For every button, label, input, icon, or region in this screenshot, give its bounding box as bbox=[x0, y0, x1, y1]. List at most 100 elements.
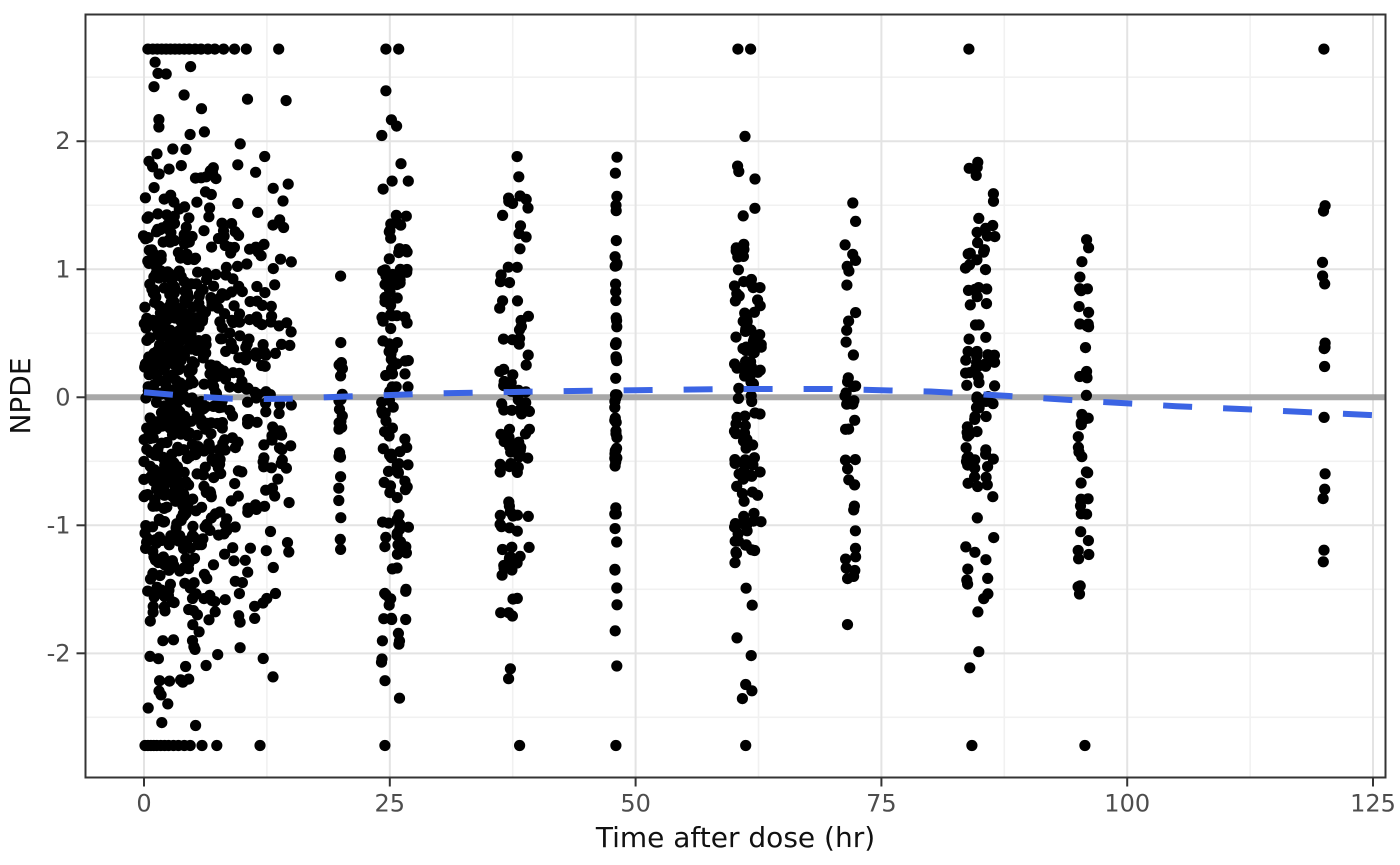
scatter-point bbox=[147, 432, 159, 444]
scatter-point bbox=[1073, 553, 1085, 565]
scatter-point bbox=[611, 582, 623, 594]
scatter-point bbox=[610, 372, 622, 384]
scatter-point bbox=[265, 462, 277, 474]
scatter-point bbox=[391, 562, 403, 574]
scatter-point-clipped-top bbox=[240, 43, 252, 55]
scatter-point bbox=[160, 68, 172, 80]
scatter-point bbox=[610, 338, 622, 350]
scatter-point bbox=[216, 217, 228, 229]
y-tick-label: -2 bbox=[47, 639, 71, 667]
scatter-point bbox=[839, 454, 852, 466]
scatter-point bbox=[979, 264, 992, 276]
scatter-point bbox=[513, 436, 525, 448]
scatter-point bbox=[504, 663, 516, 675]
scatter-point bbox=[850, 380, 862, 392]
scatter-point bbox=[172, 247, 184, 259]
scatter-point bbox=[1080, 389, 1092, 401]
scatter-point bbox=[285, 326, 297, 338]
scatter-point bbox=[195, 172, 207, 184]
scatter-point bbox=[284, 339, 296, 351]
scatter-point bbox=[274, 428, 286, 441]
scatter-point bbox=[163, 539, 175, 551]
scatter-point bbox=[172, 334, 185, 346]
scatter-point bbox=[980, 298, 993, 310]
scatter-point bbox=[272, 473, 284, 485]
scatter-point bbox=[139, 192, 151, 204]
scatter-point bbox=[255, 250, 267, 262]
scatter-point bbox=[841, 324, 853, 336]
scatter-point bbox=[162, 698, 174, 710]
scatter-point bbox=[496, 543, 509, 556]
scatter-point bbox=[496, 569, 508, 581]
scatter-point bbox=[152, 67, 164, 79]
scatter-point bbox=[165, 227, 177, 239]
scatter-point bbox=[841, 279, 853, 291]
scatter-point bbox=[980, 358, 992, 370]
scatter-point bbox=[847, 349, 860, 361]
scatter-point bbox=[189, 643, 201, 656]
scatter-point bbox=[183, 673, 195, 685]
scatter-point bbox=[1319, 337, 1331, 349]
scatter-point bbox=[401, 441, 413, 453]
scatter-point bbox=[249, 502, 261, 514]
scatter-point bbox=[333, 482, 345, 494]
scatter-point bbox=[842, 372, 854, 384]
scatter-point bbox=[144, 650, 156, 663]
scatter-point bbox=[383, 517, 395, 529]
y-tick-label: 2 bbox=[55, 127, 70, 155]
scatter-point bbox=[183, 212, 195, 224]
scatter-point bbox=[1081, 283, 1093, 295]
scatter-point bbox=[520, 397, 532, 409]
scatter-point bbox=[841, 260, 853, 272]
scatter-point bbox=[609, 251, 621, 263]
scatter-point bbox=[148, 182, 160, 194]
scatter-point bbox=[168, 217, 180, 229]
scatter-point bbox=[728, 280, 741, 292]
scatter-point bbox=[391, 513, 403, 525]
scatter-point bbox=[260, 349, 272, 361]
scatter-point bbox=[167, 634, 180, 646]
scatter-point bbox=[384, 593, 396, 605]
scatter-point-clipped-bottom bbox=[1079, 739, 1091, 752]
scatter-point bbox=[212, 649, 224, 661]
scatter-point bbox=[380, 531, 392, 544]
scatter-point bbox=[732, 160, 744, 172]
scatter-point bbox=[153, 114, 165, 126]
scatter-point bbox=[522, 202, 534, 214]
scatter-point bbox=[219, 444, 231, 456]
scatter-point bbox=[258, 238, 270, 250]
scatter-point bbox=[746, 685, 758, 697]
scatter-point bbox=[399, 475, 411, 487]
scatter-point bbox=[973, 646, 985, 658]
scatter-point bbox=[200, 267, 212, 279]
scatter-point bbox=[755, 338, 767, 351]
scatter-point bbox=[285, 440, 297, 452]
scatter-point bbox=[732, 264, 745, 276]
scatter-point bbox=[402, 175, 414, 187]
scatter-point bbox=[163, 268, 176, 280]
scatter-point bbox=[1081, 365, 1093, 378]
scatter-point bbox=[1076, 256, 1088, 268]
scatter-point bbox=[611, 599, 623, 611]
scatter-point bbox=[382, 296, 394, 308]
scatter-point bbox=[336, 410, 348, 422]
scatter-point bbox=[232, 197, 244, 210]
scatter-point bbox=[234, 330, 246, 342]
scatter-point bbox=[143, 155, 155, 167]
scatter-point bbox=[730, 548, 743, 560]
scatter-point bbox=[207, 559, 220, 571]
scatter-point bbox=[206, 241, 218, 253]
scatter-point bbox=[233, 588, 245, 600]
scatter-point bbox=[233, 229, 245, 241]
scatter-point bbox=[391, 337, 403, 349]
scatter-point-clipped-bottom bbox=[196, 739, 208, 752]
scatter-point bbox=[1083, 306, 1095, 318]
scatter-point bbox=[514, 550, 526, 563]
scatter-point bbox=[969, 546, 981, 558]
scatter-point bbox=[749, 173, 761, 185]
scatter-point bbox=[283, 497, 295, 509]
scatter-point bbox=[186, 230, 198, 243]
scatter-point bbox=[335, 337, 347, 349]
scatter-point bbox=[511, 525, 523, 537]
